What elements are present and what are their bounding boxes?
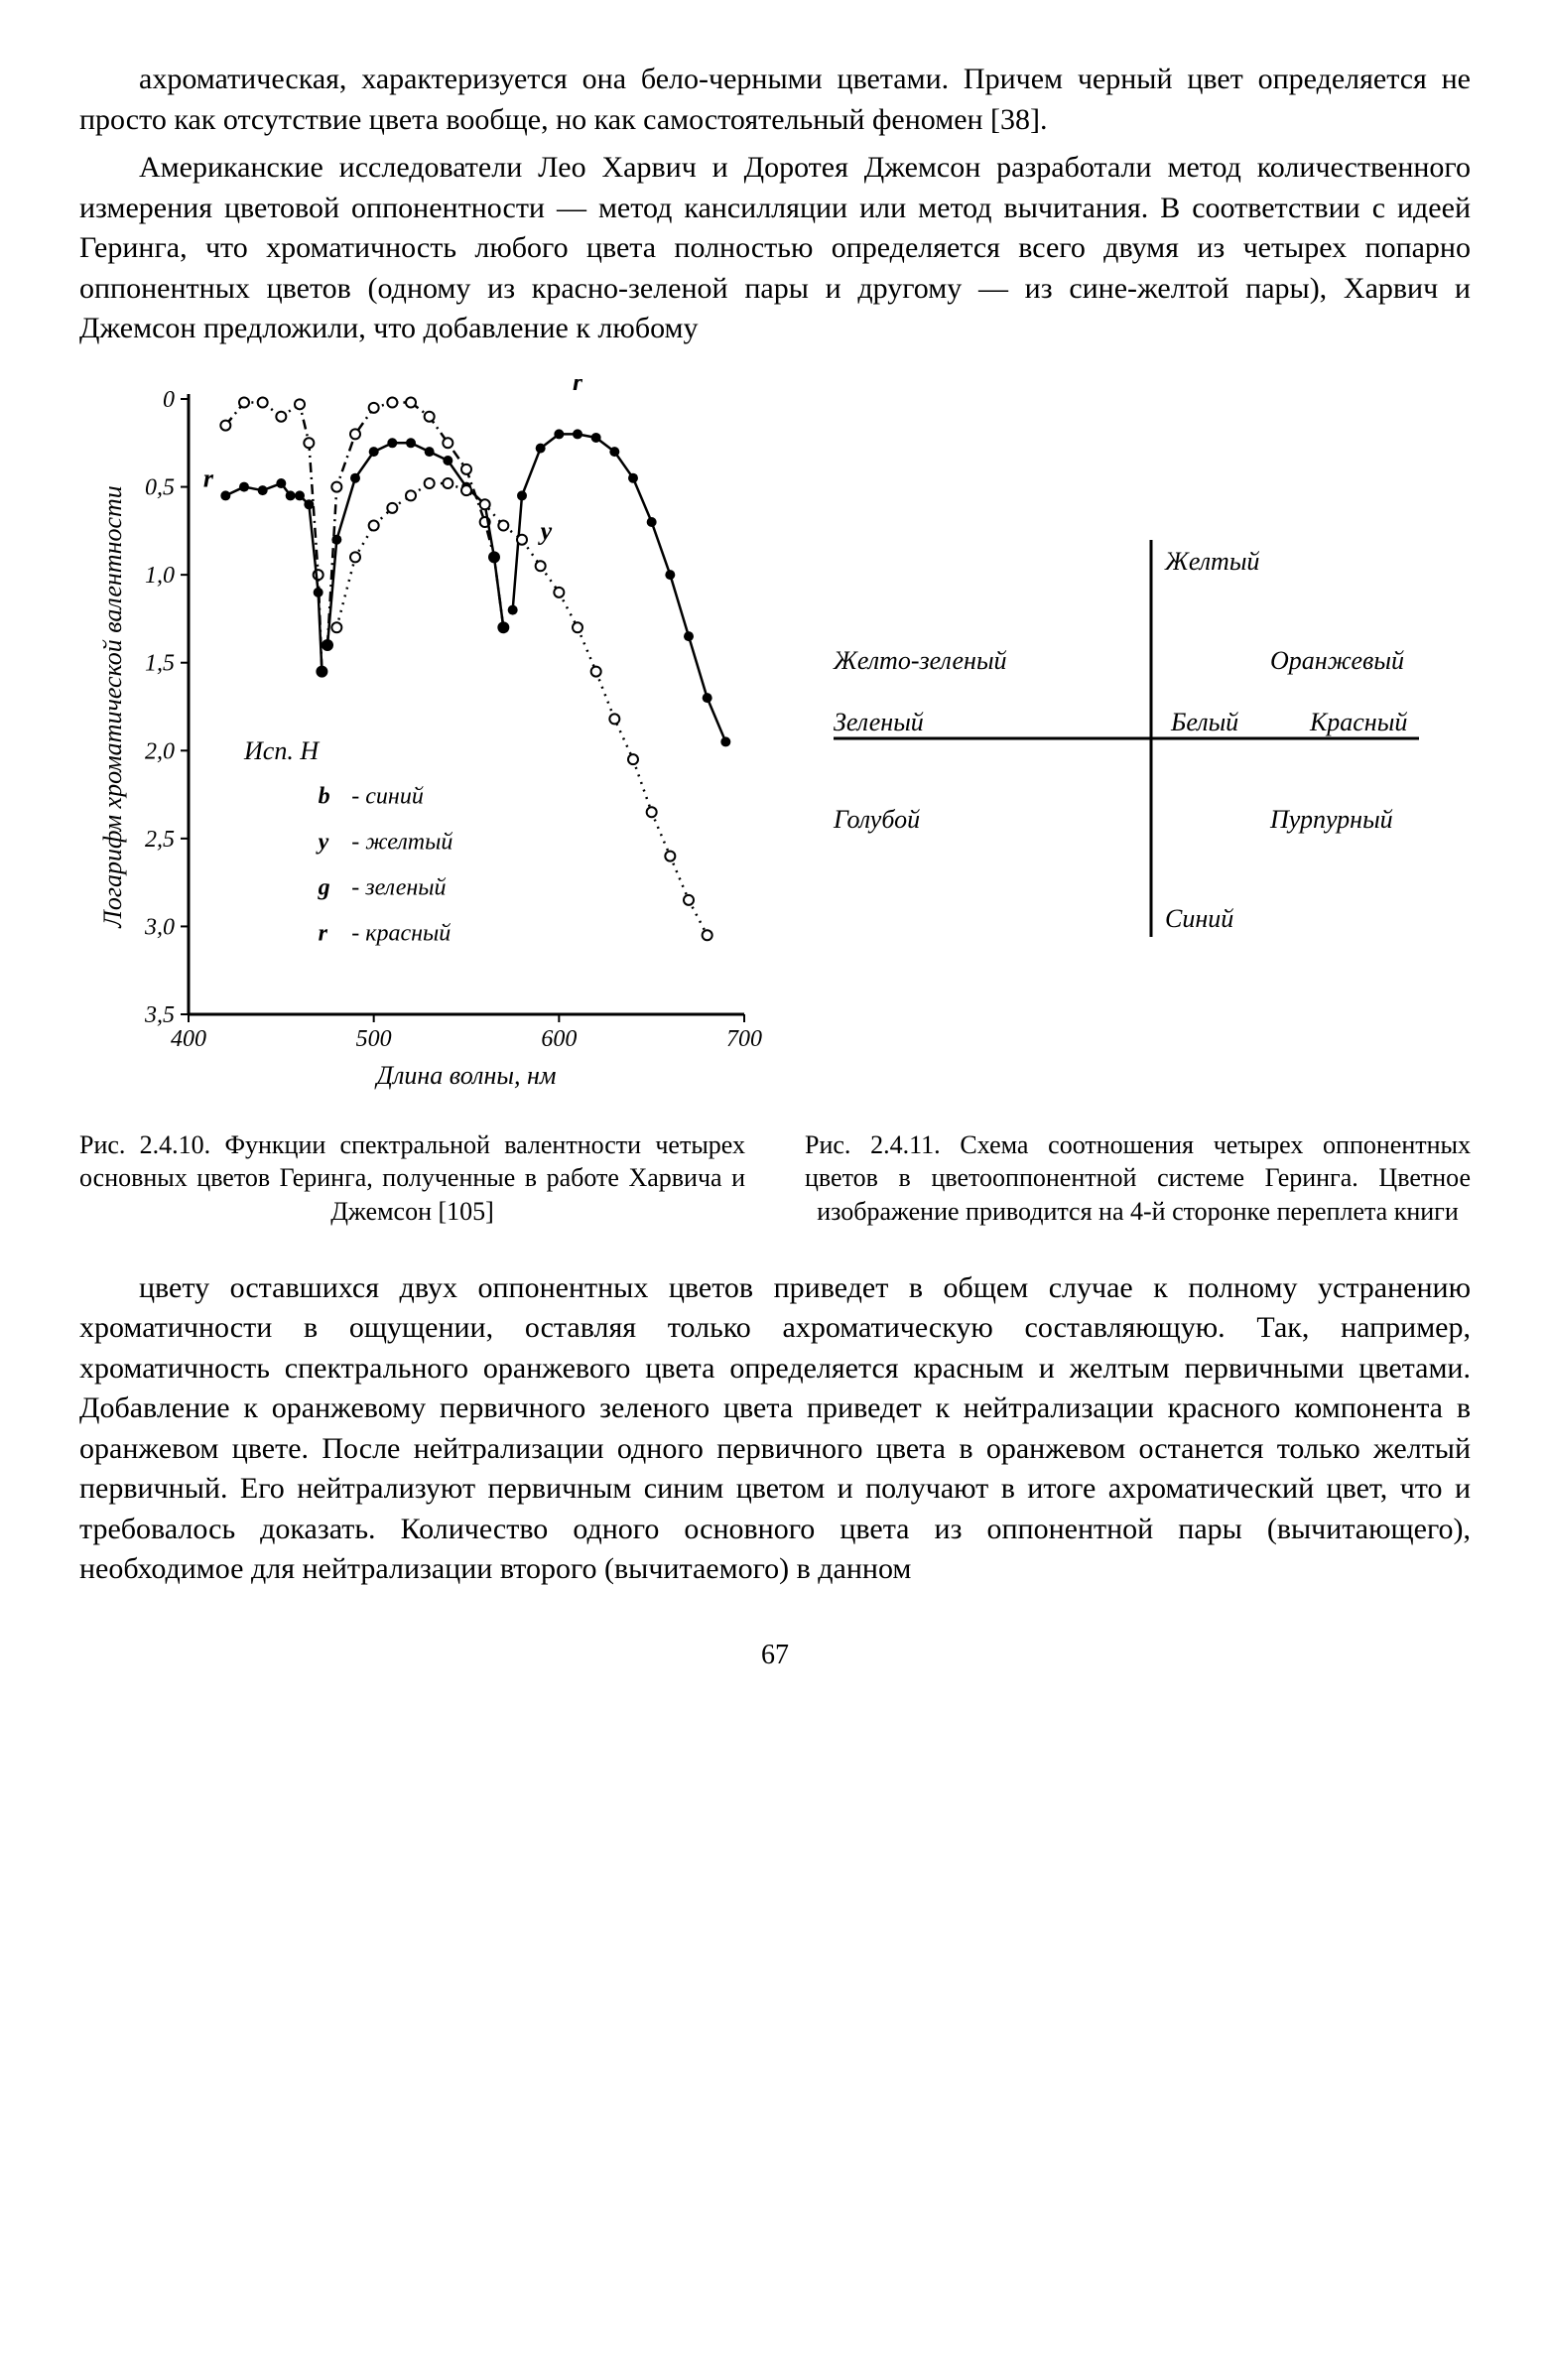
figures-row: 0 0,5 1,0 1,5 2,0 2,5 3,0 3,5400 500 600 700 Длина … bbox=[79, 379, 1471, 1099]
svg-text:b: b bbox=[319, 783, 330, 809]
svg-text:700: 700 bbox=[726, 1026, 762, 1052]
svg-text:Желтый: Желтый bbox=[1164, 547, 1259, 576]
svg-text:Красный: Красный bbox=[1309, 708, 1407, 736]
svg-text:Зеленый: Зеленый bbox=[834, 708, 924, 736]
svg-text:400: 400 bbox=[171, 1026, 206, 1052]
paragraph-3: цвету оставшихся двух оппонентных цветов… bbox=[79, 1268, 1471, 1590]
captions-row: Рис. 2.4.10. Функции спектральной валент… bbox=[79, 1128, 1471, 1229]
svg-text:- зеленый: - зеленый bbox=[351, 874, 446, 900]
svg-text:0,5: 0,5 bbox=[145, 474, 175, 500]
svg-text:r: r bbox=[319, 920, 328, 946]
figure-2-4-10: 0 0,5 1,0 1,5 2,0 2,5 3,0 3,5400 500 600 700 Длина … bbox=[79, 379, 774, 1099]
svg-text:1,0: 1,0 bbox=[145, 563, 175, 589]
svg-text:Белый: Белый bbox=[1170, 708, 1238, 736]
svg-text:2,0: 2,0 bbox=[145, 738, 175, 764]
spectral-valence-chart: 0 0,5 1,0 1,5 2,0 2,5 3,0 3,5400 500 600 700 Длина … bbox=[79, 379, 774, 1094]
svg-text:- синий: - синий bbox=[351, 783, 424, 809]
svg-text:g: g bbox=[318, 874, 330, 900]
svg-text:1,5: 1,5 bbox=[145, 650, 175, 676]
hering-color-diagram: Желтый Синий Желто-зеленый Зеленый Голубой Ор… bbox=[794, 480, 1429, 996]
svg-text:500: 500 bbox=[356, 1026, 392, 1052]
svg-text:2,5: 2,5 bbox=[145, 826, 175, 852]
svg-text:r: r bbox=[203, 463, 214, 492]
svg-text:Желто-зеленый: Желто-зеленый bbox=[833, 646, 1007, 675]
svg-text:Голубой: Голубой bbox=[833, 805, 920, 834]
svg-text:- желтый: - желтый bbox=[351, 829, 452, 855]
svg-text:Синий: Синий bbox=[1165, 904, 1233, 933]
svg-text:y: y bbox=[538, 516, 553, 545]
caption-2-4-10: Рис. 2.4.10. Функции спектральной валент… bbox=[79, 1128, 745, 1229]
svg-text:- красный: - красный bbox=[351, 920, 451, 946]
paragraph-1: ахроматическая, характеризуется она бело… bbox=[79, 60, 1471, 140]
svg-text:Логарифм хроматической валентн: Логарифм хроматической валентности bbox=[98, 485, 127, 929]
svg-text:Пурпурный: Пурпурный bbox=[1269, 805, 1393, 834]
svg-text:600: 600 bbox=[541, 1026, 577, 1052]
figure-2-4-11: Желтый Синий Желто-зеленый Зеленый Голубой Ор… bbox=[794, 379, 1471, 1099]
caption-2-4-11: Рис. 2.4.11. Схема соотношения четырех о… bbox=[805, 1128, 1471, 1229]
svg-text:Длина волны, нм: Длина волны, нм bbox=[374, 1061, 557, 1090]
svg-text:Оранжевый: Оранжевый bbox=[1270, 646, 1404, 675]
paragraph-2: Американские исследователи Лео Харвич и … bbox=[79, 148, 1471, 349]
svg-text:y: y bbox=[316, 829, 329, 855]
svg-text:r: r bbox=[573, 379, 583, 396]
svg-text:Исп. H: Исп. H bbox=[243, 736, 320, 765]
svg-text:3,0: 3,0 bbox=[144, 914, 175, 940]
page-number: 67 bbox=[79, 1640, 1471, 1671]
svg-text:3,5: 3,5 bbox=[144, 1002, 175, 1028]
svg-text:0: 0 bbox=[163, 387, 175, 413]
